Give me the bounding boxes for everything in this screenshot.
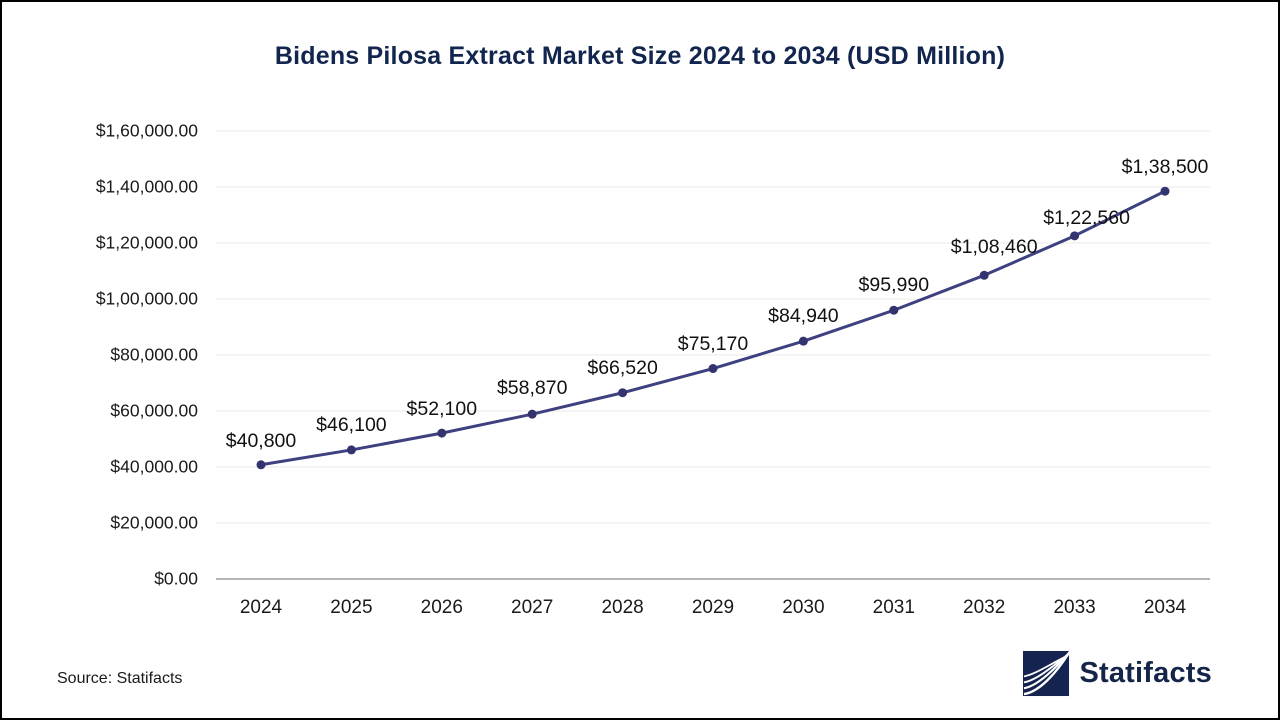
data-point-label: $75,170 (677, 332, 749, 355)
data-point-marker (437, 428, 447, 438)
x-tick-label: 2030 (782, 597, 825, 618)
data-point-label: $40,800 (225, 429, 297, 452)
brand-logo: Statifacts (1023, 650, 1212, 697)
data-point-marker (798, 336, 808, 346)
data-point-label: $84,940 (768, 305, 839, 328)
data-point-label: $58,870 (496, 377, 568, 400)
data-point-label: $66,520 (587, 356, 658, 379)
data-point-label: $52,100 (406, 398, 478, 421)
data-point-marker (346, 445, 356, 455)
data-point-marker (708, 364, 718, 374)
y-tick-label: $40,000.00 (110, 456, 198, 477)
x-tick-label: 2032 (963, 597, 1006, 618)
x-tick-label: 2028 (601, 597, 644, 618)
statifacts-waves-icon (1023, 650, 1071, 697)
x-tick-label: 2033 (1053, 597, 1096, 618)
y-tick-label: $1,00,000.00 (95, 288, 198, 309)
data-point-marker (1070, 231, 1080, 241)
y-tick-label: $60,000.00 (110, 400, 198, 421)
x-tick-label: 2026 (420, 597, 463, 618)
data-point-marker (527, 409, 537, 419)
data-point-label: $1,08,460 (950, 236, 1038, 259)
y-tick-label: $80,000.00 (110, 344, 198, 365)
data-point-label: $95,990 (858, 274, 930, 297)
chart-title: Bidens Pilosa Extract Market Size 2024 t… (274, 42, 1006, 70)
data-point-marker (889, 305, 899, 315)
y-tick-label: $0.00 (154, 568, 198, 589)
data-point-marker (256, 460, 266, 470)
x-tick-label: 2027 (511, 597, 554, 618)
data-point-marker (618, 388, 628, 398)
data-point-marker (1160, 186, 1170, 196)
brand-name: Statifacts (1079, 657, 1212, 689)
y-tick-label: $1,40,000.00 (95, 176, 198, 197)
x-tick-label: 2029 (691, 597, 735, 618)
x-tick-label: 2031 (872, 597, 915, 618)
data-point-marker (979, 270, 989, 280)
x-tick-label: 2034 (1143, 597, 1187, 618)
y-tick-label: $1,20,000.00 (95, 232, 198, 253)
data-point-label: $1,38,500 (1121, 156, 1209, 179)
y-tick-label: $1,60,000.00 (95, 120, 198, 141)
y-tick-label: $20,000.00 (110, 512, 198, 533)
data-point-label: $46,100 (316, 413, 387, 436)
data-point-label: $1,22,560 (1043, 206, 1130, 229)
x-tick-label: 2025 (330, 597, 373, 618)
source-note: Source: Statifacts (57, 670, 183, 687)
x-tick-label: 2024 (239, 597, 283, 618)
